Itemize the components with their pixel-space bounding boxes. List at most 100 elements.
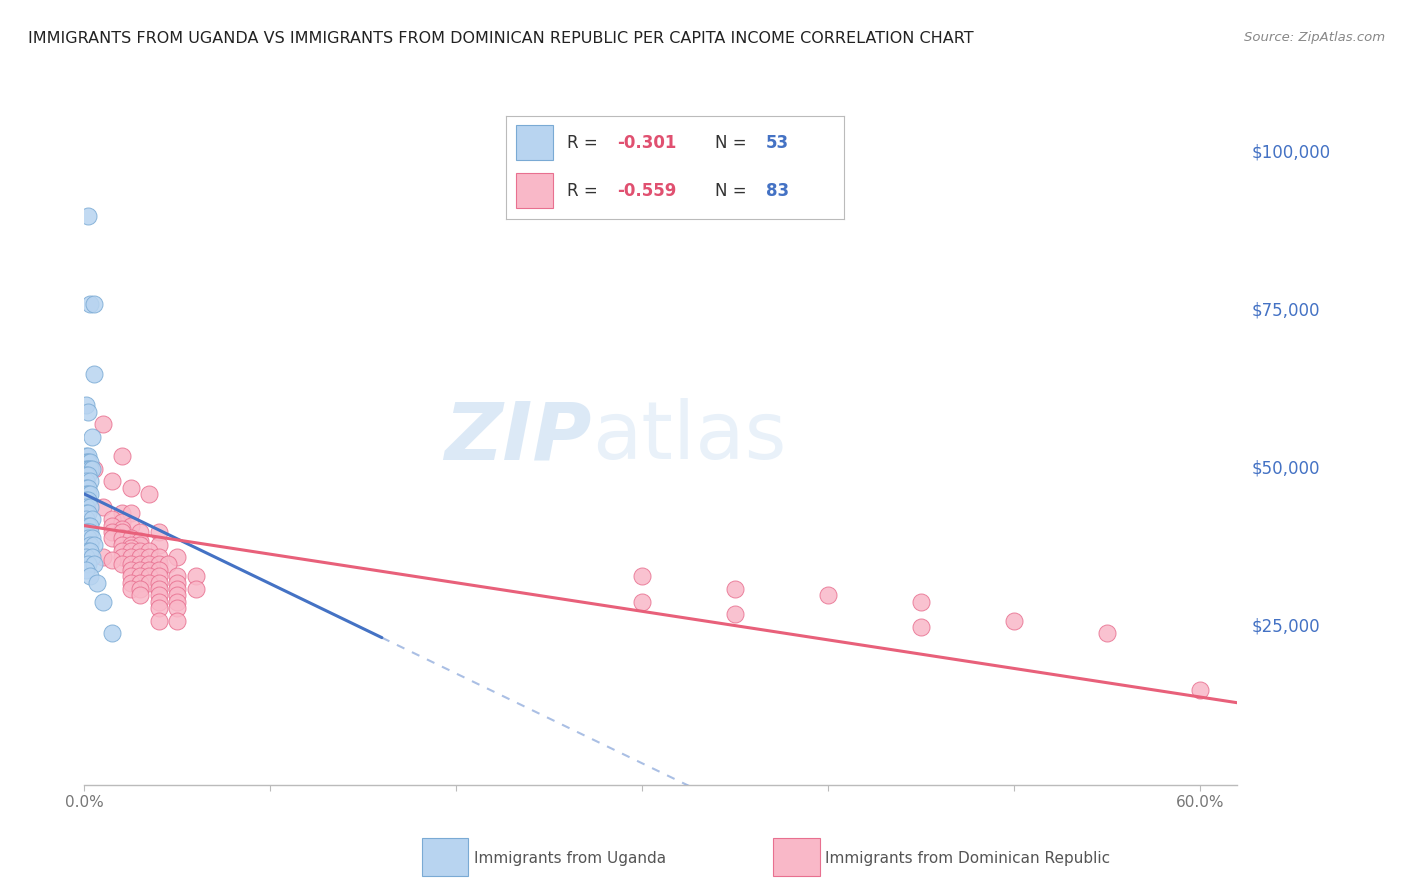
Text: $100,000: $100,000 bbox=[1251, 144, 1330, 161]
Point bbox=[138, 487, 160, 501]
Text: 53: 53 bbox=[766, 134, 789, 152]
Point bbox=[77, 524, 100, 539]
Point bbox=[91, 417, 114, 432]
Point bbox=[148, 594, 170, 608]
Point bbox=[91, 500, 114, 514]
Point bbox=[75, 487, 97, 501]
Point bbox=[120, 569, 142, 583]
Point bbox=[101, 626, 124, 640]
Point bbox=[631, 569, 654, 583]
Point bbox=[120, 557, 142, 571]
Point bbox=[79, 297, 101, 311]
Point bbox=[129, 588, 152, 602]
Point bbox=[148, 588, 170, 602]
Point bbox=[138, 550, 160, 565]
Point bbox=[129, 524, 152, 539]
Point bbox=[120, 544, 142, 558]
Point bbox=[817, 588, 839, 602]
Point bbox=[166, 588, 188, 602]
Point bbox=[138, 563, 160, 577]
Text: 83: 83 bbox=[766, 182, 789, 200]
Point bbox=[75, 481, 97, 495]
Point bbox=[83, 297, 105, 311]
Point bbox=[79, 538, 101, 552]
Point bbox=[77, 468, 100, 483]
Point bbox=[129, 534, 152, 549]
Point bbox=[148, 550, 170, 565]
Text: $25,000: $25,000 bbox=[1251, 618, 1320, 636]
Point bbox=[79, 518, 101, 533]
Point bbox=[148, 538, 170, 552]
Point bbox=[77, 487, 100, 501]
Point bbox=[80, 430, 103, 444]
Point bbox=[79, 569, 101, 583]
Text: IMMIGRANTS FROM UGANDA VS IMMIGRANTS FROM DOMINICAN REPUBLIC PER CAPITA INCOME C: IMMIGRANTS FROM UGANDA VS IMMIGRANTS FRO… bbox=[28, 31, 974, 46]
Point bbox=[110, 449, 132, 463]
Point bbox=[157, 557, 180, 571]
Point bbox=[138, 575, 160, 590]
Point bbox=[79, 500, 101, 514]
Text: R =: R = bbox=[567, 134, 603, 152]
Point bbox=[120, 481, 142, 495]
Point bbox=[1002, 614, 1025, 628]
Point bbox=[91, 550, 114, 565]
Text: -0.301: -0.301 bbox=[617, 134, 676, 152]
Point bbox=[110, 516, 132, 530]
Point bbox=[129, 563, 152, 577]
Point bbox=[148, 582, 170, 596]
Point bbox=[129, 569, 152, 583]
Point bbox=[77, 518, 100, 533]
Point bbox=[101, 531, 124, 545]
Text: atlas: atlas bbox=[592, 398, 786, 476]
Text: N =: N = bbox=[716, 134, 752, 152]
Text: Immigrants from Uganda: Immigrants from Uganda bbox=[474, 851, 666, 865]
Point bbox=[75, 475, 97, 489]
Point bbox=[75, 500, 97, 514]
Point bbox=[79, 475, 101, 489]
Point bbox=[1189, 683, 1212, 698]
Point bbox=[110, 538, 132, 552]
Point bbox=[166, 550, 188, 565]
Point bbox=[129, 557, 152, 571]
Point bbox=[91, 594, 114, 608]
Point bbox=[120, 582, 142, 596]
Point bbox=[184, 582, 207, 596]
Point bbox=[77, 461, 100, 475]
Point bbox=[166, 569, 188, 583]
Point bbox=[80, 461, 103, 475]
Point bbox=[101, 512, 124, 526]
Point bbox=[101, 475, 124, 489]
Point bbox=[120, 575, 142, 590]
Point bbox=[110, 531, 132, 545]
Point bbox=[120, 538, 142, 552]
Point bbox=[75, 524, 97, 539]
Point bbox=[910, 620, 932, 634]
Point bbox=[120, 518, 142, 533]
Point bbox=[75, 461, 97, 475]
Point bbox=[77, 557, 100, 571]
Text: Source: ZipAtlas.com: Source: ZipAtlas.com bbox=[1244, 31, 1385, 45]
Point bbox=[129, 582, 152, 596]
Point bbox=[77, 493, 100, 508]
Point bbox=[724, 582, 747, 596]
Point bbox=[101, 553, 124, 567]
Point bbox=[75, 468, 97, 483]
Point bbox=[138, 569, 160, 583]
FancyBboxPatch shape bbox=[516, 173, 554, 208]
Point bbox=[75, 550, 97, 565]
Point bbox=[120, 531, 142, 545]
Point bbox=[110, 550, 132, 565]
Text: $50,000: $50,000 bbox=[1251, 459, 1320, 478]
Point bbox=[148, 575, 170, 590]
Point bbox=[120, 550, 142, 565]
Point bbox=[910, 594, 932, 608]
Point bbox=[83, 367, 105, 381]
Point bbox=[77, 405, 100, 419]
Point bbox=[631, 594, 654, 608]
Point bbox=[110, 522, 132, 536]
Point bbox=[77, 209, 100, 223]
Point bbox=[101, 518, 124, 533]
Point bbox=[129, 550, 152, 565]
Point bbox=[80, 550, 103, 565]
Point bbox=[75, 512, 97, 526]
